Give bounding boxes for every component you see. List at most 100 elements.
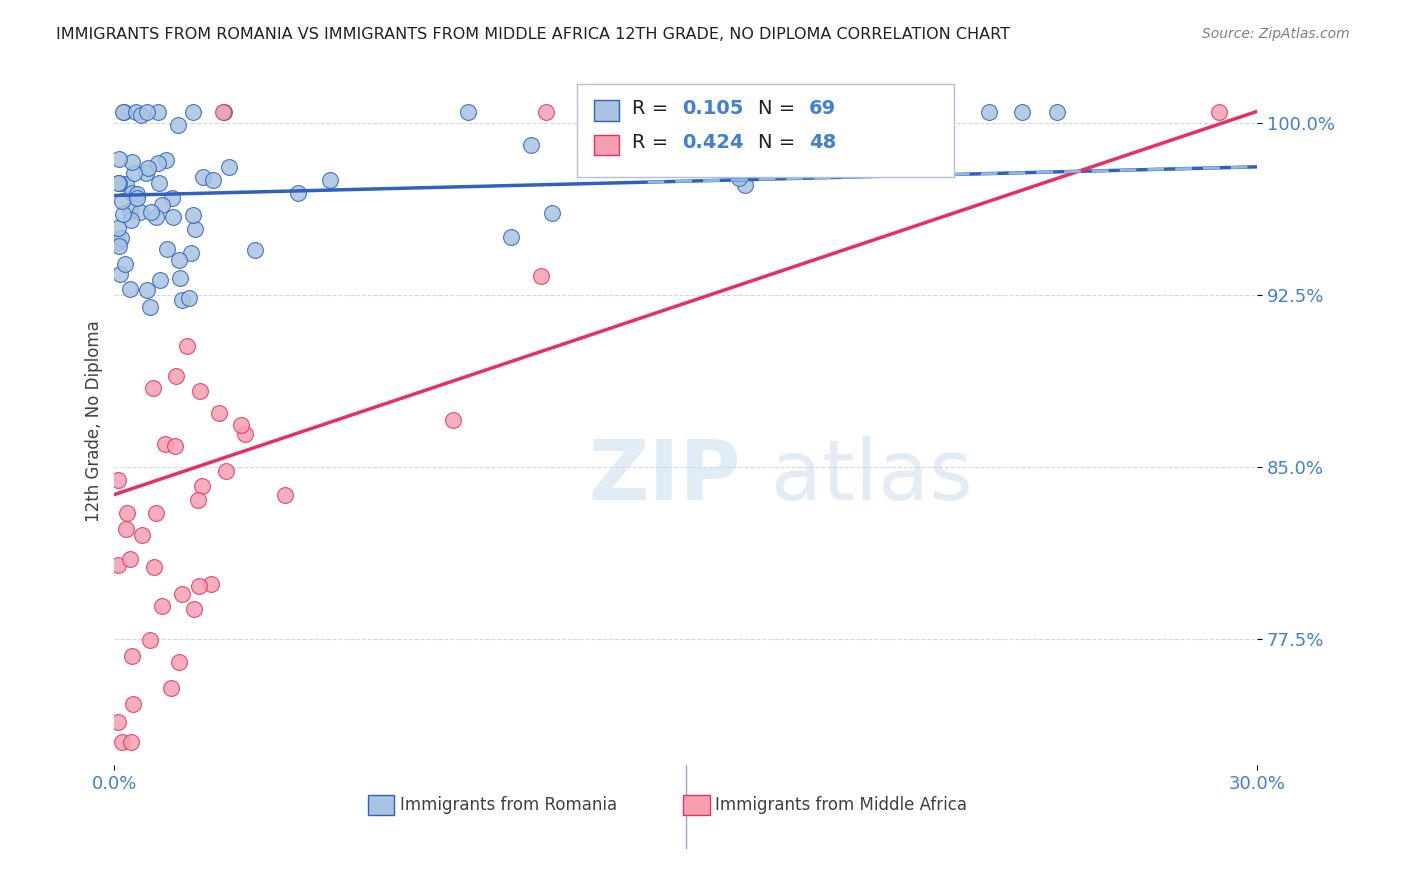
Point (120, 735, 142, 749)
Point (655, 104, 678, 119)
Point (148, 176, 170, 190)
Point (107, 221, 129, 235)
Point (1208, 104, 1230, 119)
Text: Immigrants from Middle Africa: Immigrants from Middle Africa (716, 796, 967, 814)
Point (215, 464, 238, 478)
Point (803, 104, 825, 119)
Point (107, 176, 129, 190)
Point (125, 191, 148, 205)
Point (499, 229, 522, 244)
Point (136, 283, 159, 297)
Text: R =: R = (633, 99, 675, 118)
Point (142, 560, 165, 574)
Point (212, 104, 235, 119)
Point (156, 242, 179, 256)
Point (111, 104, 134, 119)
Point (734, 178, 756, 192)
Point (108, 153, 131, 167)
Text: 69: 69 (808, 99, 837, 118)
Point (187, 493, 209, 508)
Point (541, 206, 564, 220)
Point (120, 212, 142, 227)
Point (287, 186, 309, 201)
Point (1046, 104, 1069, 119)
Point (169, 271, 191, 285)
Point (138, 632, 160, 647)
Point (115, 506, 138, 520)
Point (125, 104, 148, 119)
Point (165, 369, 187, 384)
Text: N =: N = (758, 99, 801, 118)
Point (162, 210, 184, 224)
Point (181, 104, 204, 119)
Point (146, 104, 169, 119)
Point (917, 104, 939, 119)
Point (110, 230, 132, 244)
Point (114, 257, 136, 271)
Point (163, 439, 186, 453)
Y-axis label: 12th Grade, No Diploma: 12th Grade, No Diploma (86, 320, 103, 522)
Point (129, 108, 152, 122)
Point (135, 166, 157, 180)
Point (107, 235, 129, 250)
Point (825, 104, 848, 119)
Point (201, 173, 224, 187)
Point (595, 104, 617, 119)
Bar (595, 135, 620, 155)
Point (520, 137, 543, 152)
Point (180, 245, 202, 260)
Point (176, 339, 198, 353)
Point (145, 507, 167, 521)
Point (150, 599, 173, 613)
Point (683, 104, 706, 119)
Point (114, 522, 136, 536)
Point (179, 291, 201, 305)
Point (534, 104, 557, 119)
Point (977, 104, 1000, 119)
Point (457, 104, 479, 119)
Point (121, 154, 143, 169)
Point (114, 104, 136, 119)
Bar (595, 100, 620, 120)
Point (170, 293, 193, 307)
Point (169, 655, 191, 669)
Point (148, 155, 170, 169)
Point (120, 282, 142, 296)
Point (233, 426, 256, 441)
Point (127, 187, 149, 202)
Point (115, 177, 138, 191)
Point (153, 437, 176, 451)
Point (136, 161, 159, 175)
Point (131, 528, 153, 542)
Text: 0.105: 0.105 (682, 99, 744, 118)
Point (136, 104, 159, 119)
Point (183, 602, 205, 616)
Point (142, 381, 165, 395)
Point (152, 197, 174, 211)
Text: Source: ZipAtlas.com: Source: ZipAtlas.com (1202, 27, 1350, 41)
Text: 48: 48 (808, 133, 837, 153)
Point (107, 473, 129, 487)
Point (110, 735, 132, 749)
Point (160, 681, 183, 695)
Point (231, 417, 253, 432)
Point (107, 558, 129, 572)
Point (193, 170, 215, 185)
Point (274, 488, 297, 502)
Point (585, 104, 607, 119)
Point (121, 648, 143, 663)
Point (319, 173, 342, 187)
Point (120, 204, 142, 219)
Point (200, 577, 222, 591)
Point (149, 273, 172, 287)
Text: IMMIGRANTS FROM ROMANIA VS IMMIGRANTS FROM MIDDLE AFRICA 12TH GRADE, NO DIPLOMA : IMMIGRANTS FROM ROMANIA VS IMMIGRANTS FR… (56, 27, 1011, 42)
Point (208, 406, 231, 420)
Point (181, 208, 204, 222)
Point (160, 191, 183, 205)
Point (166, 119, 188, 133)
Point (139, 300, 162, 314)
Text: ZIP: ZIP (589, 436, 741, 516)
Text: N =: N = (758, 133, 801, 153)
Point (620, 104, 643, 119)
Point (1011, 104, 1033, 119)
